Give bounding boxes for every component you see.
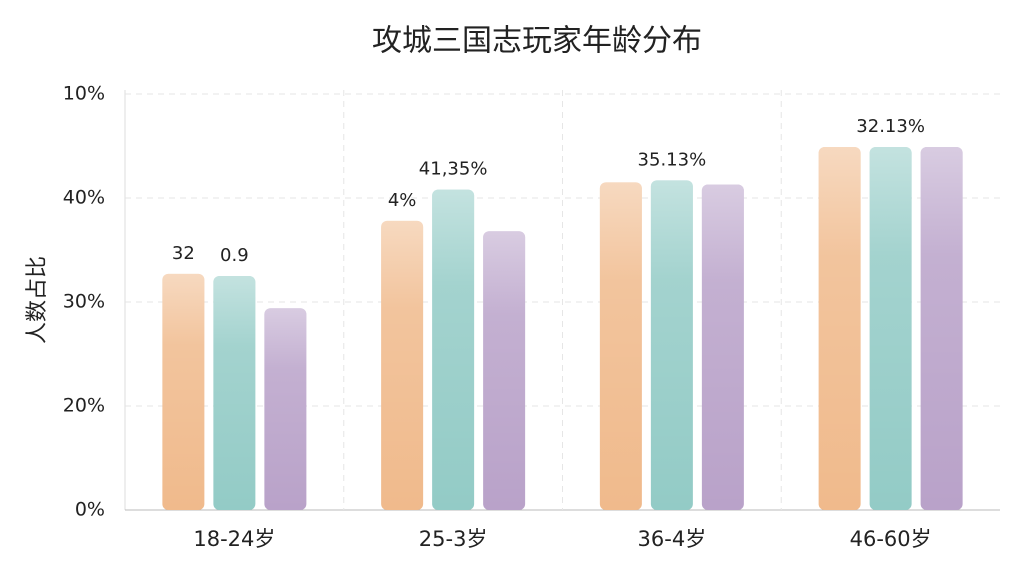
annotation: 32.13% — [856, 116, 925, 137]
bar-highlight — [213, 276, 256, 510]
y-axis-label: 人数占比 — [25, 256, 50, 344]
y-tick-label: 0% — [75, 499, 105, 521]
annotation: 0.9 — [220, 245, 249, 266]
y-tick-label: 20% — [63, 395, 105, 417]
bar-highlight — [381, 220, 424, 510]
bar-highlight — [483, 231, 526, 510]
bar-highlight — [869, 147, 912, 511]
bar-highlight — [701, 184, 744, 511]
annotation: 32 — [172, 243, 195, 264]
x-tick-label: 36-4岁 — [638, 527, 707, 551]
annotation: 4% — [388, 190, 417, 211]
bar-highlight — [818, 147, 861, 511]
bar-highlight — [264, 308, 307, 510]
bar-highlight — [599, 182, 642, 510]
x-tick-label: 18-24岁 — [193, 527, 275, 551]
x-tick-label: 25-3岁 — [419, 527, 488, 551]
bar-highlight — [650, 180, 693, 510]
bar-highlight — [432, 189, 475, 510]
annotation: 35.13% — [638, 149, 707, 170]
bar-highlight — [162, 273, 205, 510]
y-tick-label: 40% — [63, 187, 105, 209]
annotation: 41,35% — [419, 159, 488, 180]
bar-highlight — [920, 147, 963, 511]
x-tick-label: 46-60岁 — [850, 527, 932, 551]
y-tick-label: 10% — [63, 83, 105, 105]
y-tick-label: 30% — [63, 291, 105, 313]
chart-title: 攻城三国志玩家年龄分布 — [372, 24, 702, 59]
